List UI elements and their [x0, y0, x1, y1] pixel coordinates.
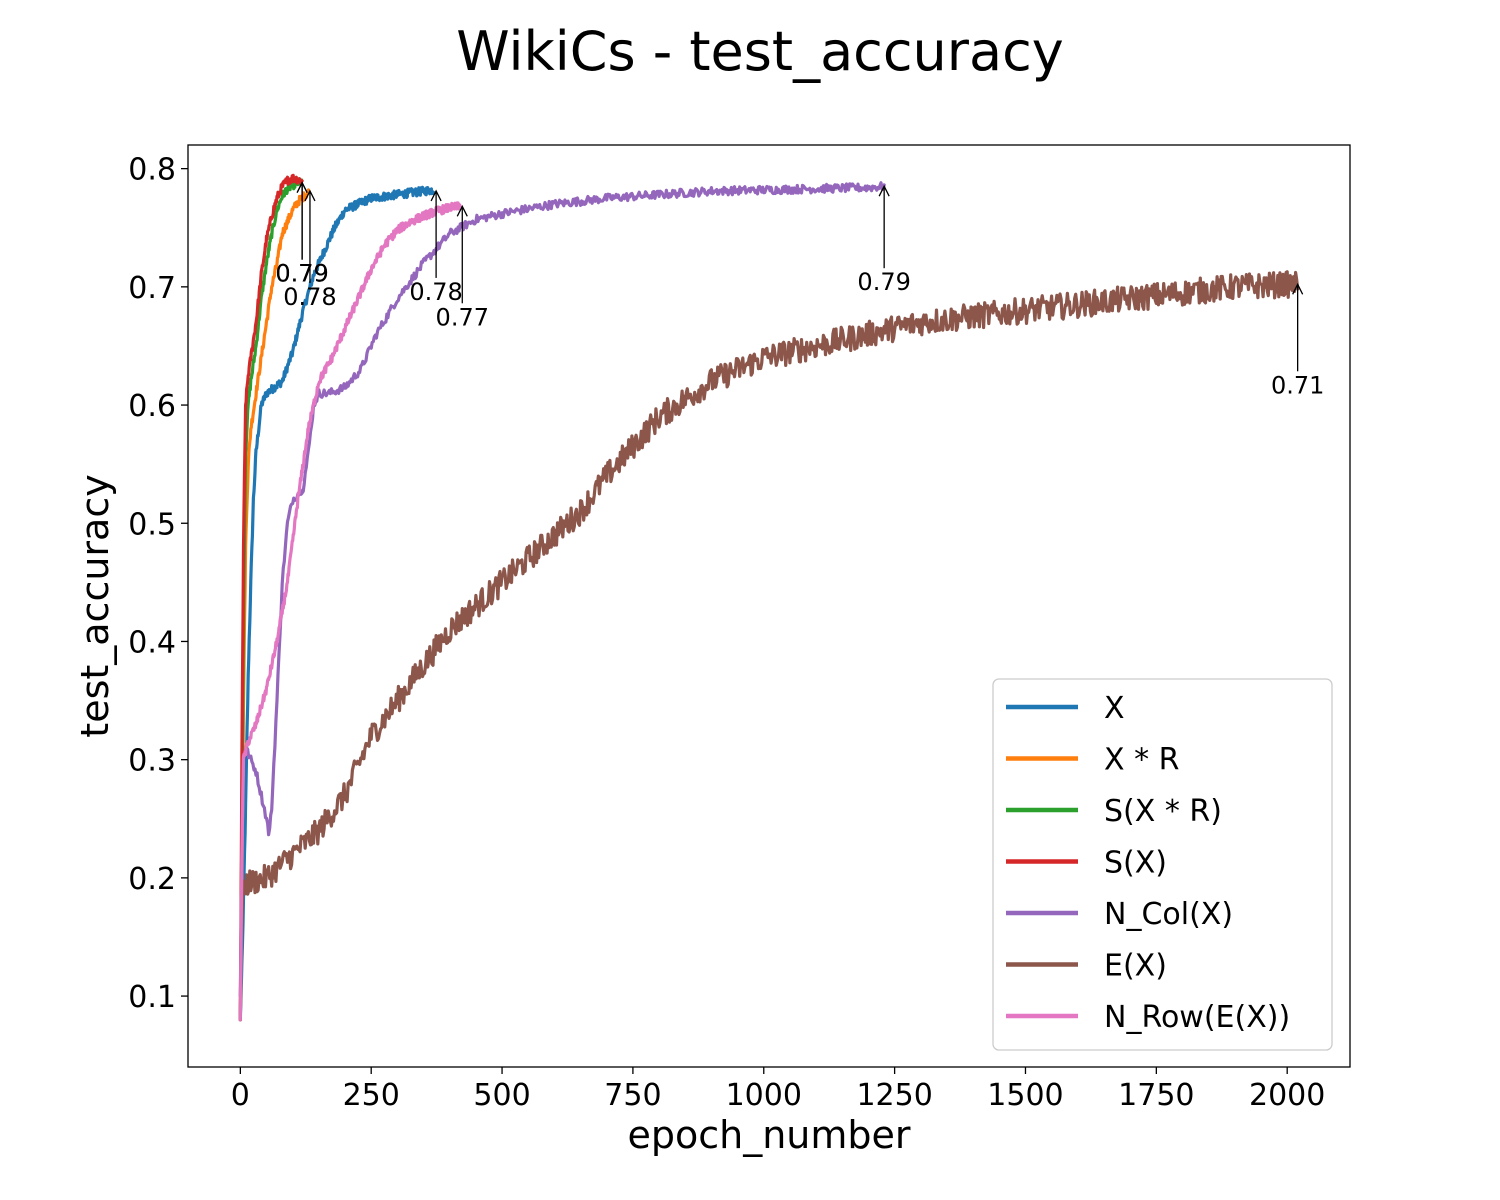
series-line-3: [238, 173, 304, 1022]
series-line-2: [238, 177, 304, 1022]
x-tick-label: 2000: [1249, 1078, 1325, 1113]
legend-label: N_Row(E(X)): [1104, 1000, 1290, 1035]
peak-annotation: 0.79: [275, 260, 328, 288]
plot-area-frame: [187, 144, 1351, 1068]
x-tick-label: 1000: [726, 1078, 802, 1113]
y-tick-label: 0.8: [128, 153, 176, 188]
x-tick-label: 1500: [987, 1078, 1063, 1113]
series-line-1: [238, 188, 310, 1022]
peak-annotation: 0.77: [436, 303, 489, 331]
series-line-4: [238, 181, 886, 998]
x-tick-label: 250: [343, 1078, 400, 1113]
annotation-layer: 0.780.780.790.79 0.790.710.77: [275, 181, 1324, 399]
y-tick-label: 0.6: [128, 389, 176, 424]
series-line-0: [238, 185, 436, 1022]
legend-label: X: [1104, 691, 1125, 726]
annotation-arrowhead: [296, 181, 308, 193]
annotation-arrowhead: [456, 204, 468, 217]
x-tick-label: 500: [473, 1078, 530, 1113]
legend-label: S(X): [1104, 846, 1167, 881]
series-layer: [238, 173, 1300, 1022]
x-axis-label: epoch_number: [627, 1113, 910, 1157]
annotation-arrowhead: [430, 189, 442, 202]
legend-label: X * R: [1104, 743, 1179, 778]
y-tick-label: 0.4: [128, 625, 176, 660]
x-tick-label: 1750: [1118, 1078, 1194, 1113]
annotation-arrowhead: [878, 184, 890, 197]
chart-title: WikiCs - test_accuracy: [456, 20, 1063, 83]
legend: X X * R S(X * R) S(X) N_Col(X) E(X) N_Row(E(X)…: [992, 678, 1333, 1051]
x-tick-label: 1250: [856, 1078, 932, 1113]
annotation-arrowhead: [304, 189, 316, 202]
annotation-arrowhead: [1292, 282, 1304, 295]
y-axis-label: test_accuracy: [73, 474, 117, 737]
peak-annotation: 0.78: [409, 278, 462, 306]
legend-box: [992, 678, 1333, 1051]
y-tick-label: 0.5: [128, 507, 176, 542]
legend-label: S(X * R): [1104, 794, 1222, 829]
y-tick-label: 0.1: [128, 980, 176, 1015]
y-tick-label: 0.3: [128, 744, 176, 779]
y-tick-label: 0.7: [128, 271, 176, 306]
series-line-5: [238, 270, 1300, 1022]
peak-annotation: 0.79: [857, 268, 910, 296]
series-line-6: [238, 201, 462, 1022]
legend-label: N_Col(X): [1104, 897, 1233, 932]
x-tick-label: 0: [231, 1078, 250, 1113]
peak-annotation: 0.71: [1271, 371, 1324, 399]
y-tick-label: 0.2: [128, 862, 176, 897]
x-tick-label: 750: [604, 1078, 661, 1113]
y-axis-ticks: 0.1 0.2 0.3 0.4 0.5 0.6 0.7 0.8: [128, 153, 188, 1015]
peak-annotation: 0.79: [275, 260, 328, 288]
legend-label: E(X): [1104, 949, 1167, 984]
x-axis-ticks: 0 250 500 750 1000 1250 1500 1750 2000: [231, 1067, 1325, 1113]
peak-annotation: 0.78: [283, 283, 336, 311]
